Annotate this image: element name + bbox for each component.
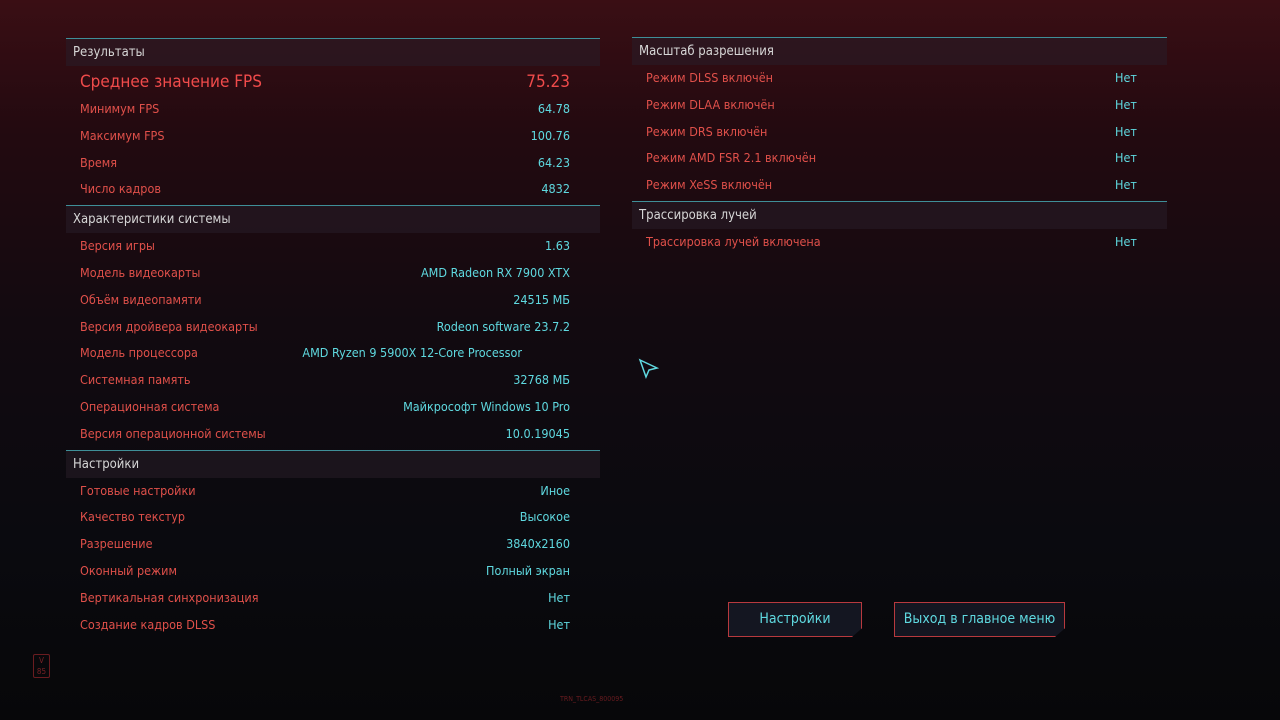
stat-value: Майкрософт Windows 10 Pro bbox=[403, 398, 570, 414]
stat-label: Операционная система bbox=[80, 398, 220, 414]
stat-label: Режим DLSS включён bbox=[646, 70, 773, 85]
stat-row: Версия дройвера видеокарты Rodeon softwar… bbox=[66, 314, 600, 341]
stat-value: Полный экран bbox=[486, 562, 570, 578]
stat-row: Модель процессора AMD Ryzen 9 5900X 12-Co… bbox=[66, 340, 600, 367]
stat-row: Вертикальная синхронизация Нет bbox=[66, 585, 600, 612]
stat-label: Модель процессора bbox=[80, 345, 198, 361]
stat-label: Версия операционной системы bbox=[80, 425, 266, 441]
stat-label: Режим XeSS включён bbox=[646, 177, 773, 193]
stat-value: Нет bbox=[1115, 150, 1137, 166]
stat-row: Максимум FPS 100.76 bbox=[66, 123, 600, 150]
stat-value: 4832 bbox=[541, 181, 570, 197]
stat-label: Оконный режим bbox=[80, 562, 177, 578]
stat-value: 24515 МБ bbox=[513, 291, 570, 307]
stat-row: Число кадров 4832 bbox=[66, 176, 600, 203]
avg-fps-label: Среднее значение FPS bbox=[80, 72, 262, 92]
stat-value: 32768 МБ bbox=[513, 372, 570, 388]
stat-value: Нет bbox=[1115, 177, 1137, 193]
stat-label: Вертикальная синхронизация bbox=[80, 589, 259, 605]
stat-value: 10.0.19045 bbox=[505, 425, 570, 441]
section-header-settings: Настройки bbox=[66, 449, 600, 478]
stat-row: Операционная система Майкрософт Windows 1… bbox=[66, 394, 600, 421]
stat-value: Нет bbox=[548, 589, 570, 605]
stat-row: Минимум FPS 64.78 bbox=[66, 96, 600, 123]
stat-value: 64.78 bbox=[537, 101, 570, 116]
settings-button[interactable]: Настройки bbox=[728, 602, 862, 637]
stat-row: Оконный режим Полный экран bbox=[66, 558, 600, 585]
section-header-scaling: Масштаб разрешения bbox=[632, 37, 1167, 65]
benchmark-right-panel: Масштаб разрешения Режим DLSS включён Нет… bbox=[632, 37, 1167, 256]
stat-row: Готовые настройки Иное bbox=[66, 478, 600, 505]
stat-label: Разрешение bbox=[80, 536, 153, 552]
stat-row: Трассировка лучей включена Нет bbox=[632, 229, 1167, 256]
stat-row: Режим AMD FSR 2.1 включён Нет bbox=[632, 145, 1167, 172]
stat-label: Время bbox=[80, 154, 118, 170]
stat-value: AMD Ryzen 9 5900X 12-Core Processor bbox=[302, 345, 522, 361]
stat-row: Время 64.23 bbox=[66, 150, 600, 177]
stat-row: Объём видеопамяти 24515 МБ bbox=[66, 287, 600, 314]
stat-value: 100.76 bbox=[530, 127, 570, 143]
benchmark-left-panel: Результаты Среднее значение FPS 75.23 Мин… bbox=[66, 38, 600, 638]
stat-value: Нет bbox=[1115, 96, 1137, 112]
stat-label: Число кадров bbox=[80, 181, 161, 197]
stat-label: Максимум FPS bbox=[80, 127, 165, 143]
stat-value: 3840x2160 bbox=[506, 536, 570, 552]
section-header-results: Результаты bbox=[66, 38, 600, 66]
stat-label: Версия игры bbox=[80, 238, 155, 254]
stat-label: Системная память bbox=[80, 372, 191, 388]
version-logo: V 85 bbox=[33, 654, 50, 678]
section-header-raytracing: Трассировка лучей bbox=[632, 200, 1167, 229]
stat-value: Rodeon software 23.7.2 bbox=[436, 318, 570, 334]
stat-label: Создание кадров DLSS bbox=[80, 616, 216, 632]
stat-label: Режим DLAA включён bbox=[646, 96, 775, 112]
stat-label: Режим AMD FSR 2.1 включён bbox=[646, 150, 817, 166]
mouse-cursor-icon bbox=[638, 358, 660, 380]
stat-value: Нет bbox=[1115, 123, 1137, 139]
stat-row: Режим DRS включён Нет bbox=[632, 119, 1167, 146]
stat-row: Системная память 32768 МБ bbox=[66, 367, 600, 394]
stat-row: Режим DLAA включён Нет bbox=[632, 92, 1167, 119]
stat-row: Версия операционной системы 10.0.19045 bbox=[66, 421, 600, 448]
stat-row: Режим DLSS включён Нет bbox=[632, 65, 1167, 92]
stat-value: AMD Radeon RX 7900 XTX bbox=[420, 264, 570, 280]
stat-row: Режим XeSS включён Нет bbox=[632, 172, 1167, 199]
stat-label: Минимум FPS bbox=[80, 101, 160, 116]
stat-label: Режим DRS включён bbox=[646, 123, 768, 139]
stat-label: Версия дройвера видеокарты bbox=[80, 318, 258, 334]
section-header-system: Характеристики системы bbox=[66, 205, 600, 234]
stat-value: Нет bbox=[1115, 70, 1137, 85]
stat-value: 64.23 bbox=[537, 154, 570, 170]
stat-value: Нет bbox=[1115, 233, 1137, 249]
stat-row: Создание кадров DLSS Нет bbox=[66, 612, 600, 639]
stat-label: Трассировка лучей включена bbox=[646, 233, 821, 249]
avg-fps-value: 75.23 bbox=[526, 72, 570, 92]
stat-value: Нет bbox=[548, 616, 570, 632]
stat-label: Готовые настройки bbox=[80, 482, 196, 498]
exit-to-main-menu-button[interactable]: Выход в главное меню bbox=[894, 602, 1065, 637]
stat-label: Объём видеопамяти bbox=[80, 291, 202, 307]
stat-label: Качество текстур bbox=[80, 509, 186, 525]
stat-label: Модель видеокарты bbox=[80, 264, 201, 280]
stat-row: Модель видеокарты AMD Radeon RX 7900 XTX bbox=[66, 260, 600, 287]
avg-fps-row: Среднее значение FPS 75.23 bbox=[66, 66, 600, 96]
stat-value: 1.63 bbox=[544, 238, 570, 254]
stat-row: Качество текстур Высокое bbox=[66, 504, 600, 531]
stat-value: Высокое bbox=[519, 509, 570, 525]
footer-code: TRN_TLCAS_800095 bbox=[560, 695, 624, 703]
stat-value: Иное bbox=[540, 482, 570, 498]
stat-row: Версия игры 1.63 bbox=[66, 233, 600, 260]
stat-row: Разрешение 3840x2160 bbox=[66, 531, 600, 558]
